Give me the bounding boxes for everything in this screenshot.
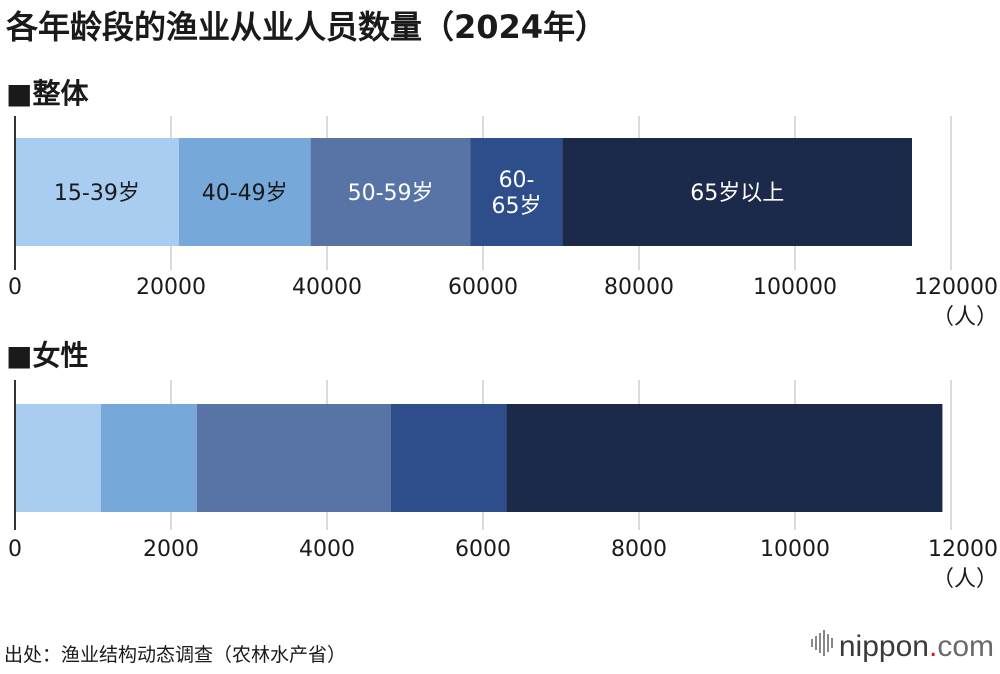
nippon-logo[interactable]: nippon. com [810, 630, 994, 664]
bar-segment [470, 138, 563, 246]
logo-name: nippon [838, 630, 929, 663]
bar-label: 65岁 [492, 194, 542, 219]
axis-unit: （人） [932, 305, 998, 330]
tick-label: 10000 [760, 537, 830, 562]
logo-dot: . [928, 630, 938, 663]
section-label-overall: ■整体 [6, 77, 89, 110]
logo-suffix: com [937, 630, 994, 663]
bar-label: 40-49岁 [202, 181, 288, 206]
tick-label: 6000 [455, 537, 511, 562]
chart-title: 各年龄段的渔业从业人员数量（2024年） [6, 8, 608, 46]
bar-label: 50-59岁 [348, 181, 434, 206]
axis-unit: （人） [932, 567, 998, 592]
bar-segment [178, 138, 311, 246]
bar-segment [15, 138, 179, 246]
overall-bar-chart: 15-39岁 40-49岁 50-59岁 60-65岁 65岁以上 0 20000 40000… [8, 116, 998, 330]
female-bar-chart: 0 2000 4000 6000 8000 10000 12000 （人） [8, 380, 998, 592]
bar-segment [196, 404, 391, 512]
bar-label: 60- [499, 168, 535, 193]
bar-segment [310, 138, 471, 246]
source-note: 出处：渔业结构动态调查（农林水产省） [4, 644, 347, 666]
logo-mark-icon [810, 630, 833, 664]
tick-label: 80000 [604, 275, 674, 300]
tick-label: 0 [8, 537, 22, 562]
tick-label: 4000 [299, 537, 355, 562]
bar-segment [15, 404, 101, 512]
bar-segment [506, 404, 943, 512]
bar-segment [390, 404, 507, 512]
tick-label: 8000 [611, 537, 667, 562]
tick-label: 20000 [136, 275, 206, 300]
section-label-female: ■女性 [6, 339, 89, 372]
tick-label: 60000 [448, 275, 518, 300]
tick-label: 0 [8, 275, 22, 300]
tick-label: 2000 [143, 537, 199, 562]
tick-label: 120000 [914, 275, 998, 300]
bar-label: 65岁以上 [690, 181, 784, 206]
bar-segment [562, 138, 912, 246]
tick-label: 12000 [928, 537, 998, 562]
tick-label: 40000 [292, 275, 362, 300]
bar-segment [100, 404, 197, 512]
bar-label: 15-39岁 [54, 181, 140, 206]
tick-label: 100000 [753, 275, 837, 300]
